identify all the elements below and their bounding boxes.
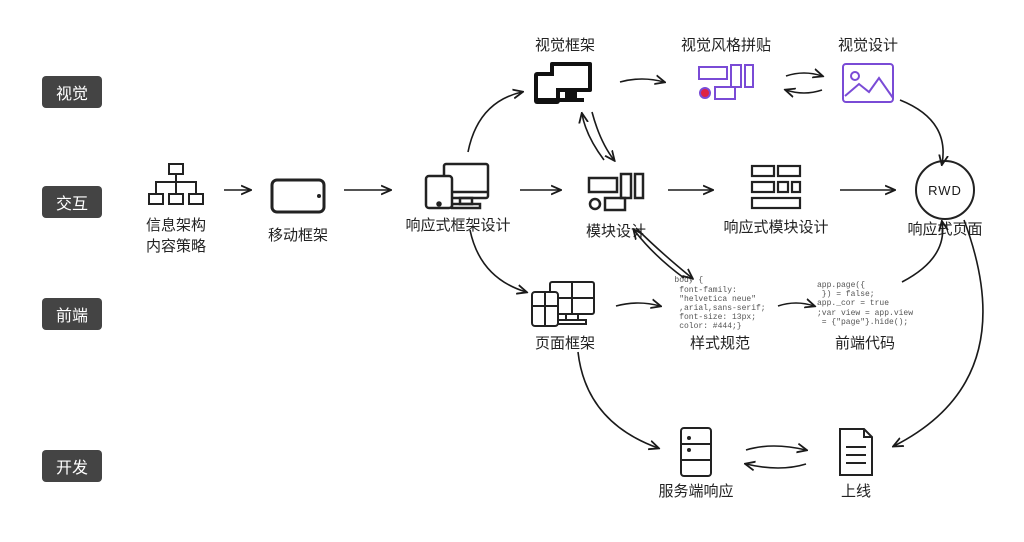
flow-arrows bbox=[0, 0, 1024, 542]
